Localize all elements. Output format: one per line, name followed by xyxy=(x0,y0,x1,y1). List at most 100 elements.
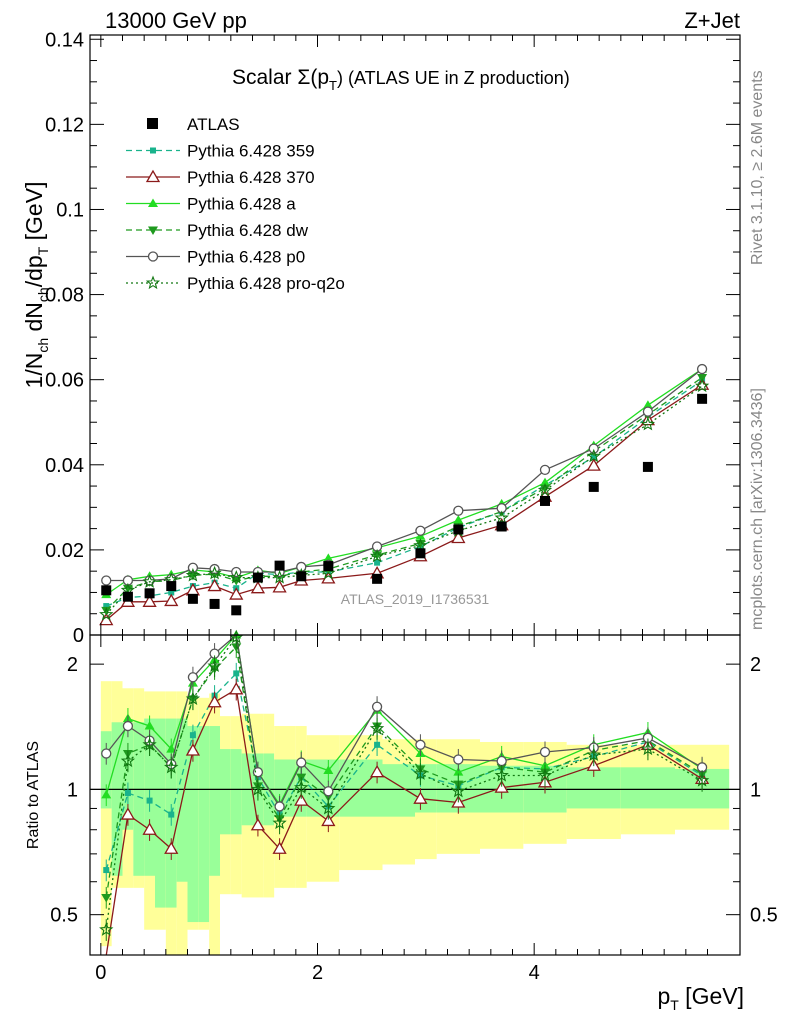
data-point xyxy=(496,521,507,532)
marker-star xyxy=(694,378,710,393)
marker-down-triangle xyxy=(122,584,133,594)
marker-open-triangle xyxy=(120,807,136,820)
marker-open-circle xyxy=(187,672,199,683)
ratio-series-layer xyxy=(99,629,710,956)
marker-square xyxy=(146,797,153,804)
marker-open-circle xyxy=(539,746,551,758)
data-point xyxy=(274,560,285,571)
marker-square xyxy=(103,603,110,610)
data-point xyxy=(209,598,220,609)
marker-down-triangle xyxy=(101,893,112,903)
legend: ATLAS Pythia 6.428 359 Pythia 6.428 370 Pyt… xyxy=(126,115,345,293)
marker-star xyxy=(99,607,114,621)
main-series-layer xyxy=(99,363,710,626)
marker-open-circle xyxy=(539,464,551,476)
marker-open-triangle xyxy=(142,822,157,835)
marker-open-circle xyxy=(642,406,654,417)
marker-star xyxy=(250,781,266,796)
ratio-uncertainty-bands xyxy=(100,681,730,955)
data-point xyxy=(697,393,708,404)
marker-open-triangle xyxy=(145,169,161,183)
marker-down-triangle xyxy=(697,374,708,383)
marker-star xyxy=(229,570,244,584)
data-point xyxy=(252,572,263,583)
ratio-y-tick-label-right: 1 xyxy=(750,779,761,801)
y-tick-label: 0.08 xyxy=(45,285,84,307)
legend-marker-data xyxy=(147,118,158,129)
y-tick-label: 0.14 xyxy=(45,29,84,51)
band-inner xyxy=(274,759,285,817)
marker-star xyxy=(207,565,222,580)
marker-star xyxy=(185,691,201,706)
marker-open-circle xyxy=(187,562,199,573)
x-tick-label: 0 xyxy=(95,962,106,984)
marker-star xyxy=(494,510,509,525)
data-point xyxy=(296,571,307,582)
marker-triangle xyxy=(642,400,653,409)
marker-square xyxy=(150,147,156,154)
marker-open-circle xyxy=(696,363,708,375)
band-outer xyxy=(100,681,112,947)
marker-open-triangle xyxy=(207,694,222,708)
marker-triangle xyxy=(166,744,177,753)
band-inner xyxy=(155,718,166,908)
marker-triangle xyxy=(453,767,464,776)
marker-open-triangle xyxy=(164,841,179,854)
analysis-tag: ATLAS_2019_I1736531 xyxy=(341,591,490,607)
legend-label: Pythia 6.428 359 xyxy=(187,142,315,161)
marker-star xyxy=(272,815,287,830)
marker-open-circle xyxy=(453,505,464,516)
marker-open-circle xyxy=(252,767,264,778)
y-tick-label: 0.1 xyxy=(56,199,84,221)
marker-triangle xyxy=(101,789,112,799)
marker-triangle xyxy=(144,721,155,730)
marker-star xyxy=(321,800,336,815)
marker-open-triangle xyxy=(294,793,309,806)
ratio-y-tick-label: 0.5 xyxy=(50,905,78,927)
marker-down-triangle xyxy=(415,540,426,549)
series-line-4 xyxy=(106,368,703,582)
y-tick-label: 0.12 xyxy=(45,114,84,136)
band-inner xyxy=(100,731,112,809)
band-inner xyxy=(230,749,242,835)
y-tick-label: 0.04 xyxy=(45,455,84,477)
band-inner xyxy=(382,764,415,817)
marker-open-circle xyxy=(371,701,383,712)
x-tick-label: 4 xyxy=(529,962,540,984)
y-tick-label: 0 xyxy=(73,625,84,647)
marker-open-circle xyxy=(274,801,285,812)
legend-label: Pythia 6.428 pro-q2o xyxy=(187,274,345,293)
data-point xyxy=(372,573,383,584)
marker-open-circle xyxy=(101,748,112,759)
marker-open-circle xyxy=(453,754,464,765)
marker-star xyxy=(451,783,466,798)
legend-label: Pythia 6.428 p0 xyxy=(187,248,305,267)
marker-star xyxy=(640,416,656,431)
marker-open-triangle xyxy=(321,813,336,827)
marker-open-triangle xyxy=(164,593,179,607)
marker-open-triangle xyxy=(229,587,244,600)
marker-star xyxy=(694,773,710,787)
ratio-y-axis-label: Ratio to ATLAS xyxy=(25,741,42,849)
band-inner xyxy=(187,726,199,923)
band-inner xyxy=(133,722,145,876)
y-axis-label: 1/Nch dNch/dpT [GeV] xyxy=(21,182,51,389)
marker-star xyxy=(640,741,656,756)
ratio-y-tick-label-right: 2 xyxy=(750,654,761,676)
marker-square xyxy=(189,732,196,739)
x-tick-label: 2 xyxy=(312,962,323,984)
marker-star xyxy=(369,721,385,735)
marker-triangle xyxy=(540,477,550,487)
marker-star xyxy=(537,767,553,782)
marker-triangle xyxy=(453,515,464,524)
marker-down-triangle xyxy=(148,226,158,235)
chart-title: Scalar Σ(pT) (ATLAS UE in Z production) xyxy=(232,66,570,93)
data-point xyxy=(101,585,112,596)
legend-label: Pythia 6.428 370 xyxy=(187,168,315,187)
marker-open-triangle xyxy=(494,780,509,793)
legend-label: Pythia 6.428 a xyxy=(187,195,296,214)
data-points-layer xyxy=(101,393,708,616)
marker-star xyxy=(145,275,161,290)
marker-square xyxy=(374,741,381,748)
data-point xyxy=(415,548,426,559)
